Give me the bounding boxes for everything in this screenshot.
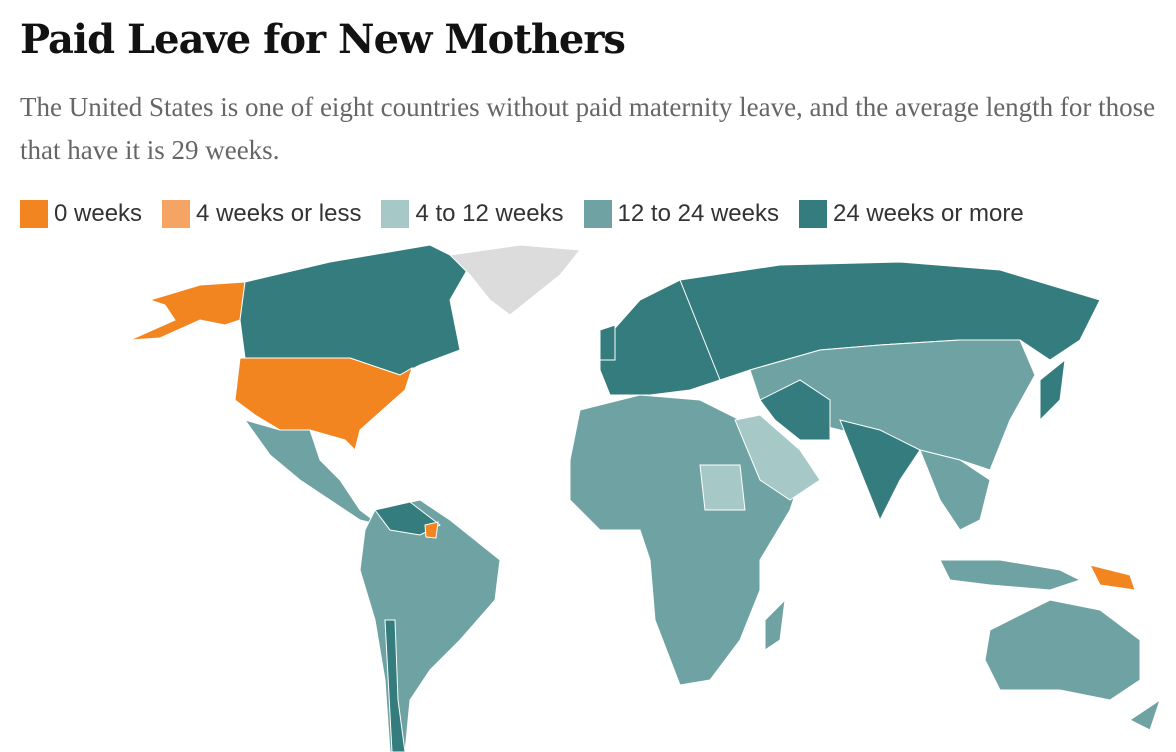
chile bbox=[384, 619, 406, 752]
suriname bbox=[424, 521, 439, 539]
sudan bbox=[699, 464, 746, 511]
united-states bbox=[234, 357, 413, 451]
legend-label: 4 weeks or less bbox=[196, 200, 362, 227]
india bbox=[839, 419, 921, 522]
legend-swatch bbox=[20, 200, 48, 228]
japan bbox=[1039, 358, 1066, 422]
legend-item: 4 to 12 weeks bbox=[381, 200, 564, 228]
iran bbox=[759, 379, 831, 441]
legend-label: 0 weeks bbox=[54, 200, 143, 227]
greenland bbox=[448, 244, 581, 316]
legend-item: 4 weeks or less bbox=[162, 200, 361, 228]
australia bbox=[984, 599, 1141, 701]
united-kingdom bbox=[599, 324, 616, 361]
southeast-asia bbox=[919, 449, 991, 531]
legend-swatch bbox=[583, 200, 612, 228]
legend-swatch bbox=[798, 200, 827, 228]
canada bbox=[239, 244, 471, 376]
alaska bbox=[129, 281, 246, 341]
europe bbox=[599, 279, 721, 396]
subtitle: The United States is one of eight countr… bbox=[20, 92, 1156, 165]
legend-item: 0 weeks bbox=[20, 200, 142, 228]
papua-new-guinea bbox=[1089, 564, 1136, 591]
world-map bbox=[129, 244, 1161, 752]
legend-item: 12 to 24 weeks bbox=[583, 200, 779, 228]
legend-label: 4 to 12 weeks bbox=[415, 200, 564, 227]
central-america bbox=[243, 419, 381, 526]
legend-label: 24 weeks or more bbox=[832, 200, 1024, 227]
legend-label: 12 to 24 weeks bbox=[617, 200, 779, 227]
legend-swatch bbox=[162, 200, 191, 228]
legend: 0 weeks 4 weeks or less 4 to 12 weeks 12 to… bbox=[20, 200, 1024, 228]
title: Paid Leave for New Mothers bbox=[20, 16, 626, 63]
new-zealand bbox=[1129, 698, 1161, 731]
legend-item: 24 weeks or more bbox=[798, 200, 1024, 228]
arabia bbox=[734, 414, 821, 501]
indonesia bbox=[939, 559, 1082, 591]
madagascar bbox=[764, 598, 786, 651]
legend-swatch bbox=[381, 200, 410, 228]
